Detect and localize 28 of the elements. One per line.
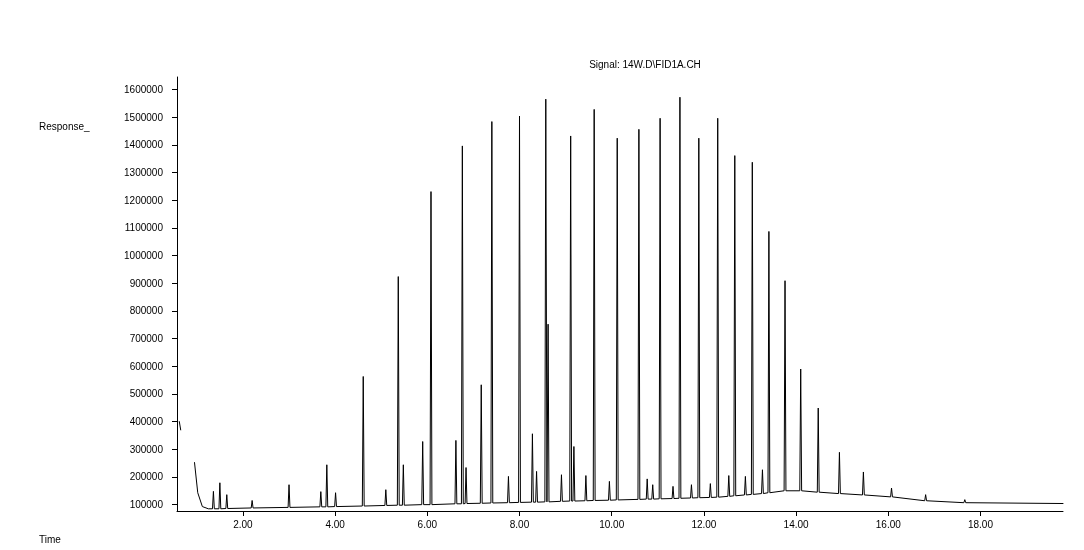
y-tick-label: 400000 [129,416,164,428]
chart-title: Signal: 14W.D\FID1A.CH [589,58,701,70]
y-tick-label: 1200000 [124,194,164,206]
y-tick-label: 900000 [129,277,164,289]
y-tick-label: 300000 [129,443,164,455]
y-tick-label: 1300000 [124,166,164,178]
y-tick-label: 600000 [129,360,164,372]
x-tick-label: 4.00 [325,518,346,530]
y-tick-label: 1600000 [124,83,164,95]
y-axis-title: Response_ [39,120,91,132]
y-tick-label: 100000 [129,499,164,511]
x-tick-label: 10.00 [599,518,625,530]
y-tick-label: 200000 [129,471,164,483]
y-tick-label: 700000 [129,333,164,345]
y-tick-label: 1500000 [124,111,164,123]
y-tick-label: 1400000 [124,139,164,151]
y-tick-label: 800000 [129,305,164,317]
y-tick-label: 1000000 [124,250,164,262]
x-tick-label: 8.00 [509,518,530,530]
y-tick-label: 500000 [129,388,164,400]
text: Time [39,533,62,545]
x-tick-label: 12.00 [691,518,717,530]
y-tick-label: 1100000 [124,222,164,234]
x-tick-label: 16.00 [875,518,902,530]
x-tick-label: 2.00 [233,518,254,530]
x-tick-label: 6.00 [417,518,438,530]
x-tick-label: 14.00 [783,518,810,530]
x-tick-label: 18.00 [967,518,994,530]
